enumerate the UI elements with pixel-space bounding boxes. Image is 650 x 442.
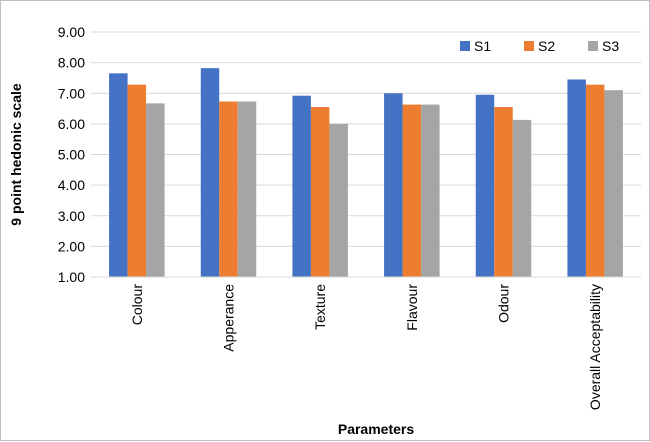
legend-swatch-s1 <box>460 41 470 51</box>
bar-s2-odour <box>494 107 513 277</box>
x-tick-label: Colour <box>129 284 145 326</box>
legend-label-s2: S2 <box>538 38 555 54</box>
bar-s1-texture <box>292 95 311 277</box>
legend-swatch-s3 <box>588 41 598 51</box>
legend: S1 S2 S3 <box>460 38 619 54</box>
y-tick-label: 7.00 <box>58 85 85 101</box>
bar-s3-apperance <box>237 101 257 277</box>
y-tick-label: 5.00 <box>58 147 85 163</box>
bar-s3-overall-acceptability <box>604 90 623 277</box>
y-tick-label: 4.00 <box>58 177 85 193</box>
bar-s1-flavour <box>384 93 403 277</box>
y-tick-label: 3.00 <box>58 208 85 224</box>
bar-s1-colour <box>109 73 128 277</box>
x-tick-label: Overall Acceptability <box>587 284 603 410</box>
legend-label-s3: S3 <box>602 38 619 54</box>
y-tick-label: 8.00 <box>58 55 85 71</box>
y-tick-labels: 1.00 2.00 3.00 4.00 5.00 6.00 7.00 8.00 9.00 <box>58 24 85 285</box>
x-tick-labels: Colour Apperance Texture Flavour Odour Overal… <box>129 284 603 410</box>
y-tick-label: 2.00 <box>58 238 85 254</box>
y-tick-label: 9.00 <box>58 24 85 40</box>
x-axis-title: Parameters <box>338 421 414 437</box>
x-tick-label: Odour <box>496 284 512 323</box>
legend-swatch-s2 <box>524 41 534 51</box>
bars <box>109 68 623 277</box>
bar-s2-texture <box>310 107 330 277</box>
x-tick-label: Flavour <box>404 284 420 331</box>
bar-s3-odour <box>512 119 532 277</box>
bar-s3-colour <box>146 103 165 277</box>
y-axis-title: 9 point hedonic scale <box>8 83 24 226</box>
bar-s2-apperance <box>219 101 238 277</box>
bar-s2-colour <box>127 84 147 277</box>
y-tick-label: 1.00 <box>58 269 85 285</box>
bar-s3-texture <box>329 123 348 277</box>
bar-s2-flavour <box>402 104 422 277</box>
bar-s1-overall-acceptability <box>567 79 586 277</box>
bar-s1-apperance <box>200 68 220 277</box>
gridlines <box>91 31 641 247</box>
y-tick-label: 6.00 <box>58 116 85 132</box>
x-tick-label: Texture <box>312 284 328 330</box>
bar-s3-flavour <box>421 104 440 277</box>
bar-s1-odour <box>475 94 495 277</box>
bar-s2-overall-acceptability <box>585 84 605 277</box>
x-tick-label: Apperance <box>221 284 237 352</box>
legend-label-s1: S1 <box>474 38 491 54</box>
